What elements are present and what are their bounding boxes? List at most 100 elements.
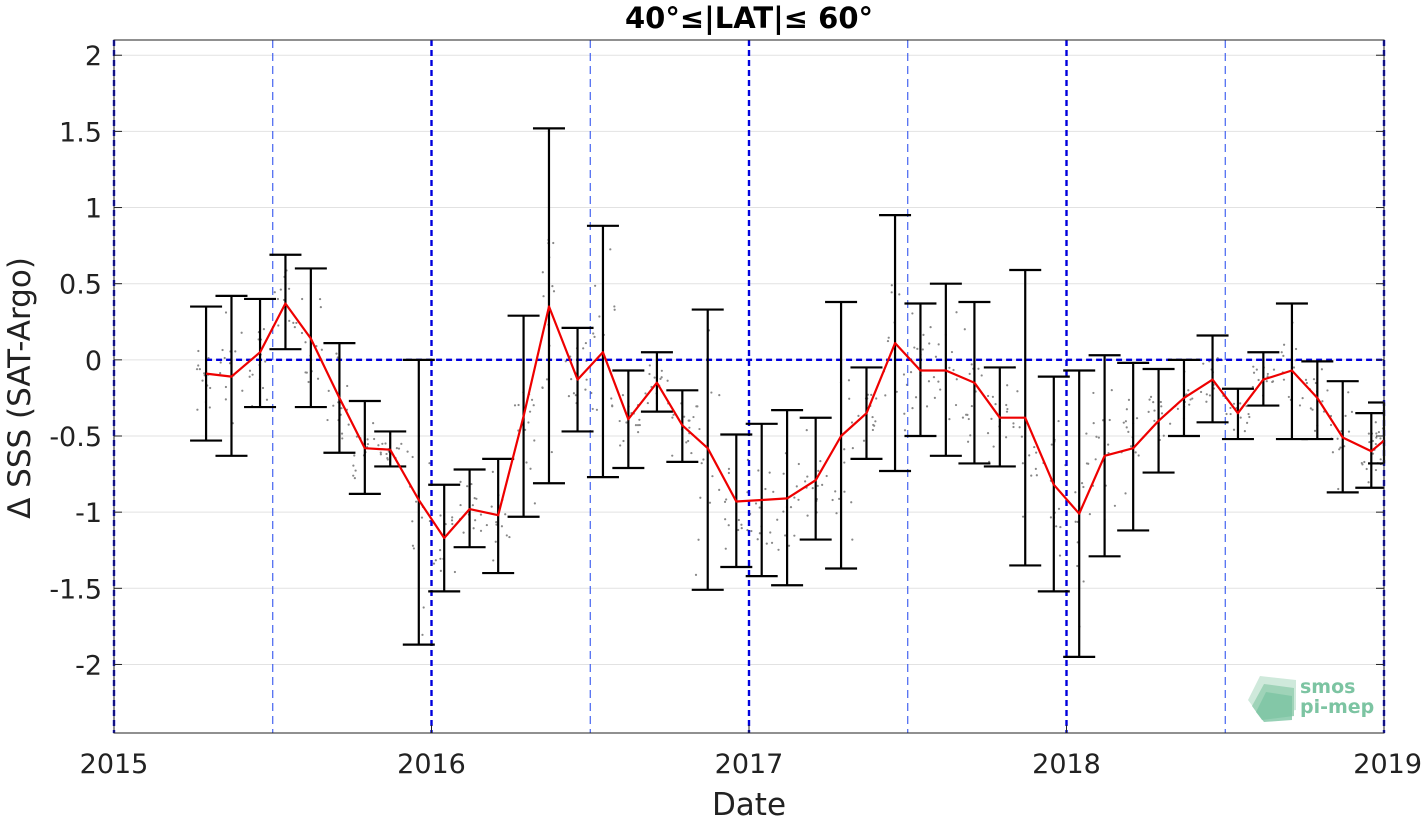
scatter-point	[277, 324, 280, 327]
scatter-point	[727, 467, 731, 471]
y-tick-label: 1.5	[59, 117, 102, 148]
y-axis-label: Δ SSS (SAT-Argo)	[2, 257, 38, 519]
scatter-point	[793, 496, 796, 499]
scatter-point	[422, 606, 425, 609]
scatter-point	[740, 523, 743, 526]
scatter-point	[572, 392, 576, 395]
scatter-point	[819, 459, 822, 463]
y-tick-label: 2	[85, 41, 102, 72]
scatter-point	[517, 403, 520, 407]
scatter-point	[697, 538, 700, 541]
scatter-point	[567, 395, 571, 398]
scatter-point	[890, 284, 893, 287]
scatter-point	[851, 447, 854, 450]
scatter-point	[758, 532, 761, 535]
scatter-point	[1005, 410, 1009, 413]
error-bar	[190, 305, 223, 442]
scatter-point	[505, 534, 508, 537]
scatter-point	[1012, 422, 1015, 425]
x-tick-label: 2017	[715, 749, 784, 780]
scatter-point	[934, 355, 938, 358]
scatter-point	[1329, 423, 1333, 427]
scatter-point	[1368, 440, 1371, 444]
scatter-point	[965, 413, 968, 416]
scatter-point	[825, 474, 828, 478]
scatter-point	[1309, 407, 1312, 410]
scatter-point	[648, 364, 651, 367]
scatter-point	[1188, 403, 1191, 406]
scatter-point	[495, 520, 498, 524]
scatter-point	[528, 410, 532, 413]
x-axis-label: Date	[712, 787, 786, 819]
scatter-point	[574, 394, 577, 397]
scatter-point	[1020, 435, 1023, 438]
scatter-point	[492, 559, 495, 562]
x-tick-label: 2016	[397, 749, 466, 780]
scatter-point	[804, 480, 807, 483]
scatter-point	[197, 349, 200, 353]
scatter-point	[843, 461, 846, 464]
scatter-point	[1162, 434, 1165, 437]
scatter-point	[1049, 516, 1053, 519]
scatter-point	[1266, 372, 1269, 376]
y-tick-label: -0.5	[49, 422, 102, 453]
scatter-point	[1255, 368, 1258, 371]
scatter-point	[327, 389, 330, 392]
scatter-point	[316, 377, 320, 380]
scatter-point	[797, 498, 800, 501]
scatter-point	[1122, 421, 1125, 424]
scatter-point	[638, 423, 641, 427]
scatter-point	[529, 467, 532, 470]
scatter-point	[542, 295, 545, 298]
scatter-point	[1282, 378, 1286, 381]
error-bar	[402, 358, 435, 646]
scatter-point	[724, 518, 727, 521]
scatter-point	[265, 398, 269, 401]
scatter-point	[527, 421, 530, 424]
scatter-point	[1336, 437, 1339, 440]
scatter-point	[886, 339, 890, 343]
scatter-point	[1304, 378, 1308, 381]
scatter-point	[636, 424, 640, 427]
scatter-point	[784, 534, 787, 537]
scatter-point	[1147, 410, 1150, 413]
scatter-point	[871, 415, 874, 419]
scatter-point	[737, 518, 740, 522]
scatter-point	[671, 416, 674, 419]
scatter-point	[638, 418, 641, 421]
scatter-point	[911, 312, 914, 315]
scatter-point	[439, 569, 442, 573]
scatter-point	[1229, 412, 1232, 416]
scatter-point	[671, 454, 674, 457]
x-axis-ticks: 2015 2016 2017 2018 2019	[80, 725, 1422, 780]
scatter-point	[533, 439, 536, 442]
scatter-point	[197, 364, 200, 367]
scatter-point	[817, 469, 820, 472]
scatter-point	[613, 308, 616, 311]
scatter-point	[1311, 408, 1314, 411]
scatter-point	[1248, 415, 1251, 419]
scatter-point	[320, 348, 323, 351]
scatter-point	[1243, 430, 1246, 433]
scatter-point	[1347, 430, 1351, 433]
scatter-point	[613, 305, 616, 308]
scatter-point	[683, 415, 686, 418]
scatter-point	[366, 443, 370, 446]
scatter-point	[1057, 507, 1061, 510]
scatter-point	[646, 401, 649, 405]
mean-series-line	[205, 302, 1385, 540]
scatter-point	[795, 485, 798, 488]
scatter-point	[764, 487, 767, 491]
scatter-point	[851, 538, 854, 541]
scatter-point	[1367, 432, 1370, 435]
scatter-point	[530, 398, 534, 401]
scatter-point	[201, 379, 204, 382]
scatter-point	[292, 321, 295, 324]
scatter-point	[475, 497, 478, 500]
scatter-point	[1152, 400, 1155, 404]
scatter-point	[474, 519, 477, 522]
scatter-point	[1153, 419, 1156, 422]
scatter-point	[466, 485, 469, 488]
scatter-point	[911, 407, 914, 410]
scatter-point	[928, 342, 931, 345]
